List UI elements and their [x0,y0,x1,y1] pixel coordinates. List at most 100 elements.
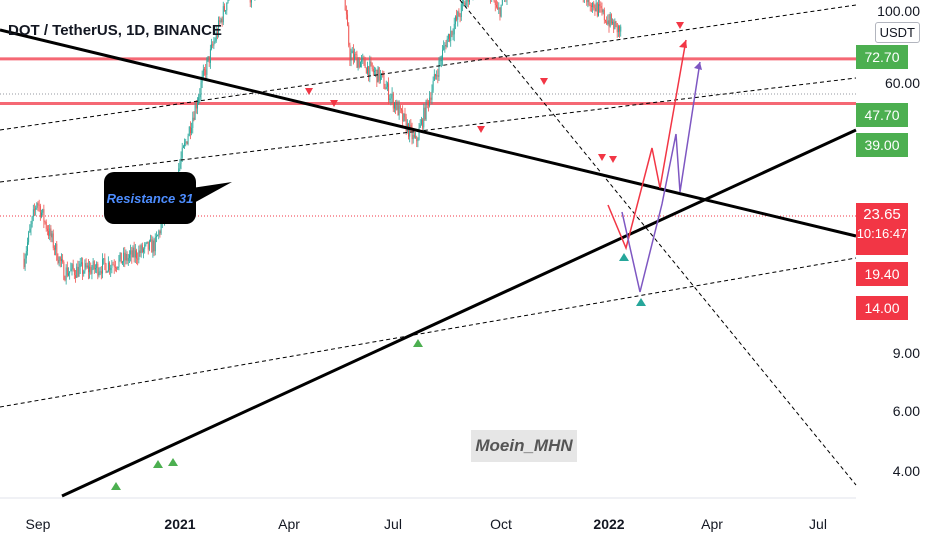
candle-body [80,262,82,264]
candle-body [156,236,157,238]
candle-body [592,2,594,8]
candle-body [182,145,184,148]
candle-body [397,102,399,116]
candle-body [100,271,102,274]
candle-body [88,265,89,273]
candle-body [345,10,347,15]
candle-body [117,266,119,269]
candle-body [41,212,43,217]
candle-body [363,58,365,60]
candle-body [426,100,428,102]
candle-body [456,16,458,20]
candle-body [198,97,200,103]
y-tick-label: 6.00 [892,403,920,419]
candle-body [436,75,438,77]
candle-body [602,9,604,13]
candle-body [449,34,451,41]
candle-body [213,42,215,46]
candle-body [457,11,459,20]
candle-body [186,141,188,145]
candle-body [610,14,612,24]
candle-body [369,61,371,77]
candle-body [103,258,105,260]
candle-body [608,20,610,27]
candle-body [440,60,442,61]
x-tick-label: Sep [25,516,51,532]
x-tick-label: Jul [384,516,402,532]
candle-body [97,263,99,276]
sell-marker [609,156,617,163]
candle-body [360,61,361,68]
candle-body [458,11,460,17]
candle-body [71,264,73,269]
candle-body [374,71,375,73]
buy-marker [636,298,646,306]
candle-body [378,67,380,81]
candle-body [25,251,27,259]
candle-body [141,245,143,252]
dashed-channel-line [0,257,857,408]
candle-body [152,240,154,253]
candle-body [422,119,424,128]
candle-body [159,231,161,234]
candle-body [73,269,75,276]
level-badge-19-40: 19.40 [856,262,908,286]
candle-body [85,263,87,268]
candle-body [180,157,182,164]
candle-body [499,7,501,17]
candle-body [116,267,118,269]
candle-body [215,31,217,41]
candle-body [371,62,373,69]
candle-body [54,247,55,250]
candle-body [615,21,617,24]
candle-body [37,203,39,205]
candle-body [423,107,425,128]
candle-body [415,136,417,138]
candle-body [208,56,210,63]
author-watermark: Moein_MHN [471,430,577,462]
candle-body [408,123,409,137]
candle-body [384,88,386,90]
bar-countdown: 10:16:47 [856,226,908,241]
candle-body [193,117,195,120]
candle-body [32,209,34,217]
candle-body [48,231,50,236]
candle-body [72,264,74,270]
candle-body [390,96,392,99]
candle-body [452,34,454,36]
candle-body [612,21,614,24]
currency-selector[interactable]: USDT [874,22,920,43]
candle-body [361,58,363,62]
candle-body [59,257,61,261]
candle-body [494,1,496,5]
candle-body [104,258,106,264]
candle-body [431,90,433,100]
candle-body [613,21,615,30]
candle-body [467,0,469,2]
candle-body [417,139,419,142]
candle-body [126,253,128,261]
callout-pointer [192,182,232,204]
candle-body [601,7,603,13]
candle-body [413,134,415,138]
candle-body [220,18,222,23]
candle-body [112,264,114,266]
candle-body [425,100,427,120]
candle-body [107,262,109,272]
sell-marker [598,154,606,161]
candle-body [428,101,429,106]
candle-body [43,209,45,222]
candle-body [357,60,359,68]
candle-body [122,261,123,264]
candle-body [454,16,456,25]
x-tick-label: Jul [809,516,827,532]
buy-marker [153,460,163,468]
candle-body [109,262,111,271]
candle-body [430,97,432,100]
candle-body [418,127,420,140]
candle-body [222,6,224,23]
candle-body [194,105,196,120]
candle-body [57,260,59,264]
sell-marker [330,100,338,107]
